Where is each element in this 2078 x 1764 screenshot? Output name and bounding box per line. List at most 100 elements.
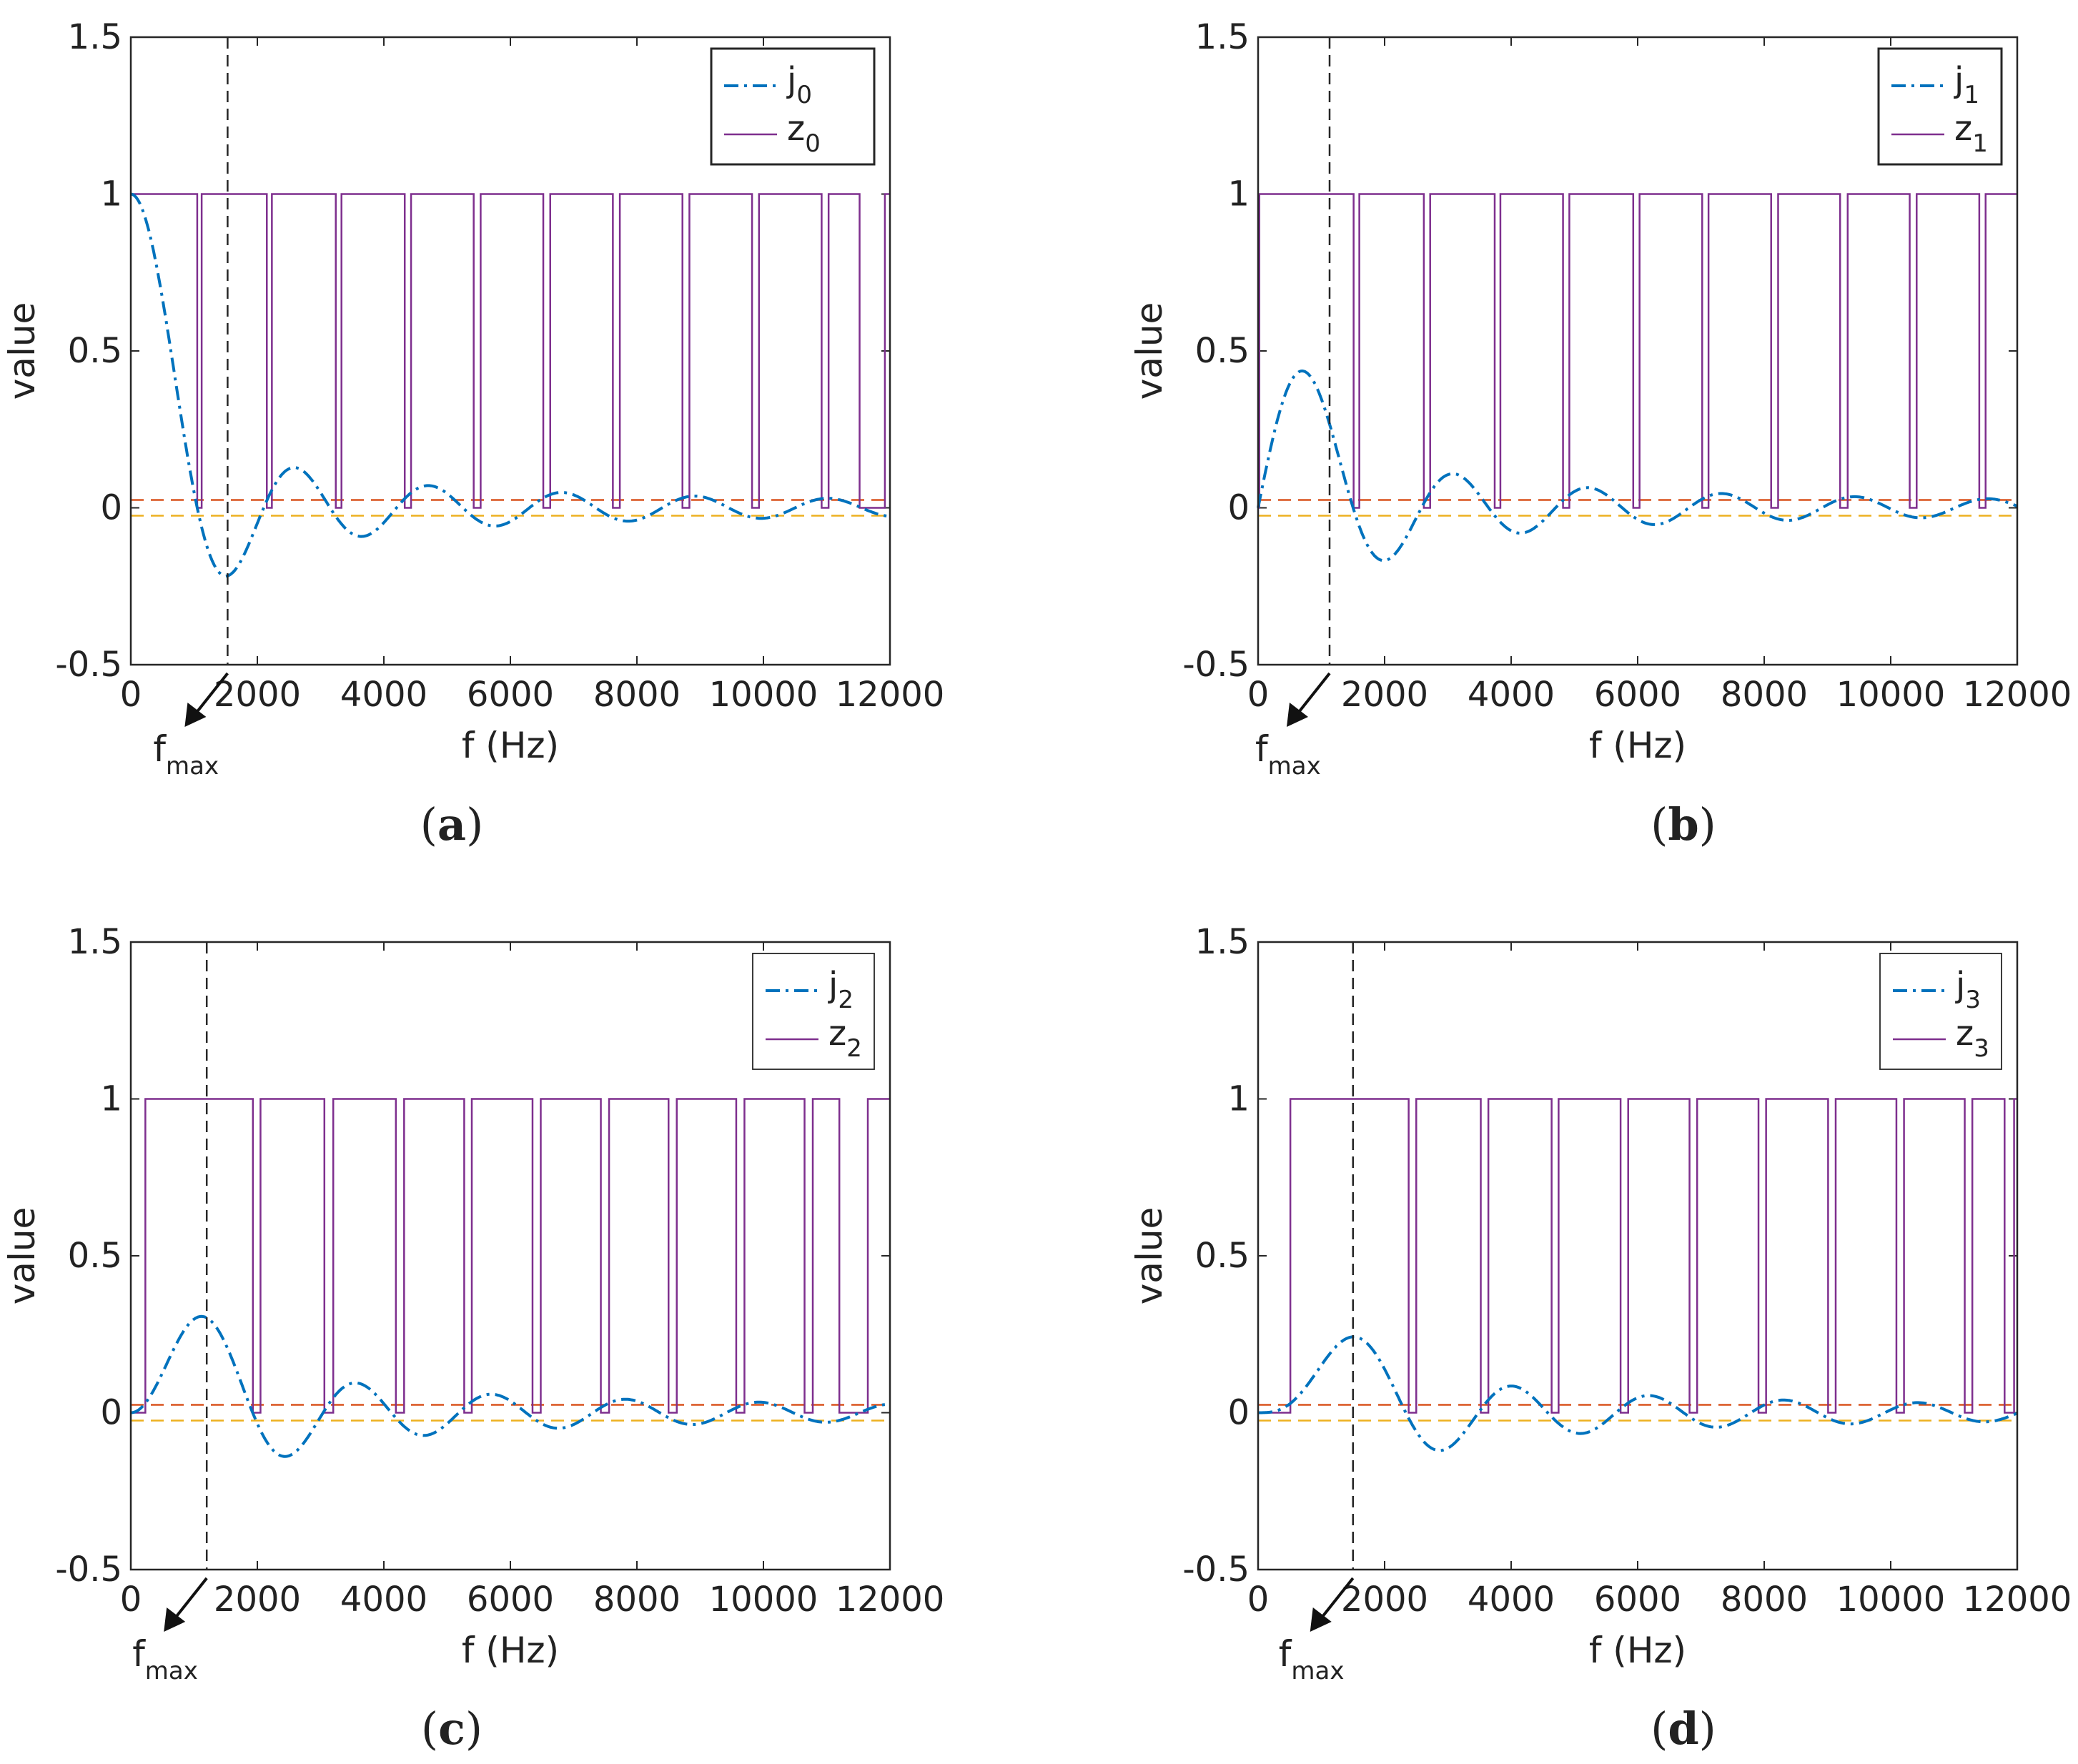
x-tick-label: 2000 xyxy=(214,675,301,715)
legend-entry-sub: 1 xyxy=(1964,81,1979,109)
legend-entry-name: z xyxy=(828,1014,846,1054)
axes-frame xyxy=(129,36,891,666)
y-tick-label: 1.5 xyxy=(68,922,122,962)
fmax-arrowhead xyxy=(1310,1607,1332,1632)
x-tick-label: 2000 xyxy=(1341,675,1428,715)
caption-letter: c xyxy=(438,1703,465,1755)
y-tick-label: 0 xyxy=(1227,1393,1250,1433)
x-tick-label: 4000 xyxy=(1468,675,1555,715)
y-tick-label: -0.5 xyxy=(1182,645,1250,685)
caption-open-paren: ( xyxy=(420,798,437,851)
caption-close-paren: ) xyxy=(466,798,483,851)
y-axis-title: value xyxy=(1,302,43,400)
legend-entry-sub: 2 xyxy=(838,986,854,1014)
x-axis-title: f (Hz) xyxy=(462,725,559,766)
legend-entry-sub: 3 xyxy=(1974,1034,1989,1063)
y-tick-label: 1 xyxy=(100,174,122,214)
y-tick-label: 0.5 xyxy=(68,1236,122,1276)
fmax-label-main: f xyxy=(1255,728,1269,770)
x-axis-title: f (Hz) xyxy=(1589,1630,1686,1671)
y-tick-label: 0.5 xyxy=(1195,331,1250,371)
x-tick-label: 12000 xyxy=(1963,1580,2072,1620)
y-tick-label: 1 xyxy=(1227,174,1250,214)
caption-letter: b xyxy=(1668,798,1698,851)
x-tick-label: 0 xyxy=(120,1580,142,1620)
z-series-line xyxy=(131,193,890,509)
j-series-line xyxy=(130,192,891,578)
x-tick-label: 4000 xyxy=(340,1580,427,1620)
fmax-arrowhead xyxy=(164,1607,186,1632)
panel-caption: (b) xyxy=(1651,798,1716,851)
x-axis-title: f (Hz) xyxy=(462,1630,559,1671)
x-tick-label: 4000 xyxy=(1468,1580,1555,1620)
x-tick-label: 0 xyxy=(120,675,142,715)
legend-entry-name: z xyxy=(1956,1014,1974,1054)
fmax-label: fmax xyxy=(132,1633,198,1685)
x-tick-label: 6000 xyxy=(467,675,554,715)
legend-entry-sub: 0 xyxy=(796,81,812,109)
fmax-label-main: f xyxy=(132,1633,146,1675)
y-tick-label: -0.5 xyxy=(55,645,122,685)
x-axis-title: f (Hz) xyxy=(1589,725,1686,766)
x-tick-label: 8000 xyxy=(1721,675,1808,715)
legend-entry-name: j xyxy=(1954,60,1964,100)
y-axis-title: value xyxy=(1,1207,43,1305)
x-tick-label: 8000 xyxy=(1721,1580,1808,1620)
x-tick-label: 10000 xyxy=(709,675,818,715)
fmax-label-main: f xyxy=(153,728,167,770)
fmax-label: fmax xyxy=(153,728,219,781)
x-tick-label: 2000 xyxy=(1341,1580,1428,1620)
y-tick-label: 1.5 xyxy=(68,17,122,57)
y-tick-label: 0 xyxy=(100,488,122,528)
legend-box xyxy=(752,953,875,1070)
x-tick-label: 6000 xyxy=(1594,1580,1681,1620)
legend-entry-j: j3 xyxy=(1955,965,1981,1014)
legend-entry-z: z1 xyxy=(1954,109,1988,158)
panel-c: -0.500.511.50 2000 4000 6000 8000 10000 12000f… xyxy=(1,922,944,1755)
x-tick-label: 8000 xyxy=(593,1580,681,1620)
legend-entry-z: z3 xyxy=(1956,1014,1989,1063)
caption-close-paren: ) xyxy=(465,1703,483,1755)
fmax-label-main: f xyxy=(1279,1633,1292,1675)
fmax-arrowhead xyxy=(184,703,207,727)
legend-entry-sub: 0 xyxy=(805,129,821,158)
y-tick-label: -0.5 xyxy=(55,1550,122,1590)
caption-letter: d xyxy=(1668,1703,1698,1755)
caption-open-paren: ( xyxy=(421,1703,438,1755)
legend-entry-z: z0 xyxy=(787,109,821,158)
caption-letter: a xyxy=(437,798,466,851)
axes-frame xyxy=(1257,941,2019,1571)
x-tick-label: 10000 xyxy=(1836,675,1946,715)
legend-box xyxy=(1879,953,2002,1070)
legend-entry-j: j0 xyxy=(786,60,812,109)
legend-entry-sub: 1 xyxy=(1972,129,1988,158)
legend-box xyxy=(1877,47,2003,166)
legend-entry-sub: 3 xyxy=(1965,986,1981,1014)
legend-entry-j: j1 xyxy=(1954,60,1979,109)
y-tick-label: 1.5 xyxy=(1195,922,1250,962)
caption-close-paren: ) xyxy=(1699,1703,1716,1755)
legend-entry-z: z2 xyxy=(828,1014,862,1063)
legend-entry-name: j xyxy=(828,965,838,1005)
z-series-line xyxy=(131,1098,890,1414)
panel-d: -0.500.511.50 2000 4000 6000 8000 10000 12000f… xyxy=(1129,922,2072,1755)
fmax-label: fmax xyxy=(1255,728,1321,781)
legend-entry-name: z xyxy=(787,109,805,149)
fmax-label-sub: max xyxy=(1291,1657,1344,1685)
y-tick-label: 1.5 xyxy=(1195,17,1250,57)
fmax-label-sub: max xyxy=(1268,752,1321,781)
y-tick-label: 1 xyxy=(100,1079,122,1119)
x-tick-label: 12000 xyxy=(836,1580,945,1620)
x-tick-label: 4000 xyxy=(340,675,427,715)
y-tick-label: 0.5 xyxy=(1195,1236,1250,1276)
legend-entry-sub: 2 xyxy=(846,1034,862,1063)
fmax-label-sub: max xyxy=(166,752,219,781)
fmax-label-sub: max xyxy=(145,1657,198,1685)
x-tick-label: 12000 xyxy=(1963,675,2072,715)
legend-entry-j: j2 xyxy=(828,965,854,1014)
x-tick-label: 0 xyxy=(1247,675,1270,715)
y-tick-label: 0 xyxy=(1227,488,1250,528)
panel-caption: (d) xyxy=(1651,1703,1716,1755)
fmax-label: fmax xyxy=(1279,1633,1345,1685)
z-series-line xyxy=(1258,193,2017,509)
